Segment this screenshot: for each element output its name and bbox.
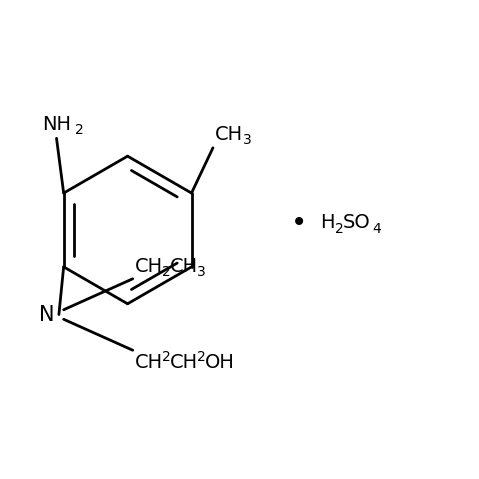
Text: CH: CH bbox=[135, 353, 163, 372]
Text: 2: 2 bbox=[162, 350, 171, 364]
Text: OH: OH bbox=[205, 353, 235, 372]
Text: NH: NH bbox=[42, 115, 71, 135]
Text: N: N bbox=[39, 305, 55, 324]
Text: SO: SO bbox=[342, 213, 370, 232]
Text: 3: 3 bbox=[196, 265, 205, 279]
Text: 2: 2 bbox=[75, 123, 83, 137]
Text: 4: 4 bbox=[372, 223, 381, 237]
Text: 2: 2 bbox=[335, 223, 343, 237]
Text: CH: CH bbox=[170, 257, 198, 276]
Text: 3: 3 bbox=[242, 133, 251, 147]
Text: 2: 2 bbox=[162, 265, 171, 279]
Text: 2: 2 bbox=[196, 350, 205, 364]
Text: •: • bbox=[291, 209, 307, 237]
Text: CH: CH bbox=[216, 125, 243, 144]
Text: H: H bbox=[320, 213, 335, 232]
Text: CH: CH bbox=[135, 257, 163, 276]
Text: CH: CH bbox=[170, 353, 198, 372]
